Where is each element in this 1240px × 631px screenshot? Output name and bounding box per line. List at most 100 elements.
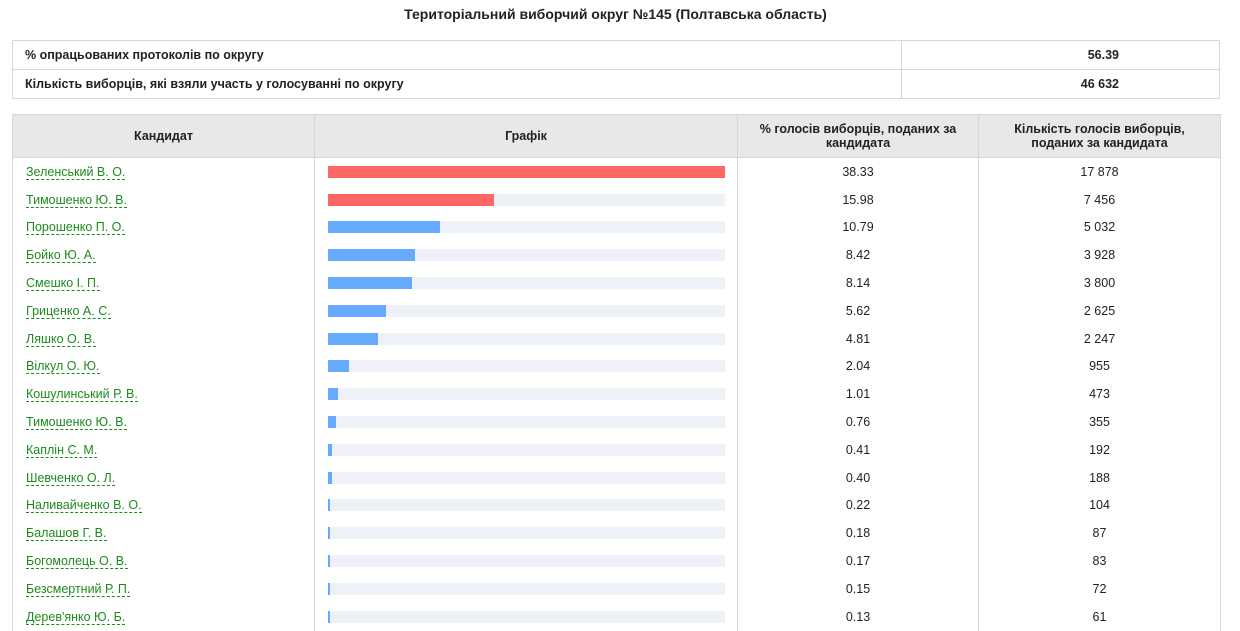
chart-cell	[314, 408, 738, 436]
bar-track	[328, 249, 725, 262]
vote-bar	[328, 471, 333, 484]
table-row: Шевченко О. Л. 0.40 188	[12, 463, 1221, 492]
bar-track	[328, 388, 725, 401]
candidate-link[interactable]: Шевченко О. Л.	[26, 470, 116, 486]
table-row: Балашов Г. В. 0.18 87	[12, 519, 1221, 548]
percent-cell: 10.79	[737, 213, 979, 242]
candidate-link[interactable]: Тимошенко Ю. В.	[26, 192, 127, 208]
bar-track	[328, 443, 725, 456]
votes-cell: 955	[978, 352, 1221, 381]
results-table: Кандидат Графік % голосів виборців, пода…	[12, 114, 1221, 631]
votes-cell: 87	[978, 519, 1221, 548]
bar-track	[328, 527, 725, 540]
percent-cell: 0.13	[737, 602, 979, 631]
votes-cell: 3 800	[978, 269, 1221, 297]
percent-cell: 0.17	[737, 547, 979, 575]
candidate-cell: Зеленський В. О.	[12, 157, 315, 186]
chart-cell	[314, 213, 738, 242]
table-row: Ляшко О. В. 4.81 2 247	[12, 324, 1221, 353]
votes-cell: 192	[978, 435, 1221, 464]
vote-bar	[328, 221, 440, 234]
votes-cell: 188	[978, 463, 1221, 492]
candidate-link[interactable]: Богомолець О. В.	[26, 554, 128, 570]
vote-bar	[328, 555, 330, 568]
candidate-cell: Гриценко А. С.	[12, 296, 315, 325]
candidate-link[interactable]: Безсмертний Р. П.	[26, 581, 131, 597]
table-row: Бойко Ю. А. 8.42 3 928	[12, 241, 1221, 270]
percent-cell: 0.41	[737, 435, 979, 464]
bar-track	[328, 499, 725, 512]
candidate-cell: Вілкул О. Ю.	[12, 352, 315, 381]
votes-cell: 2 625	[978, 296, 1221, 325]
chart-cell	[314, 185, 738, 214]
candidate-cell: Тимошенко Ю. В.	[12, 408, 315, 436]
candidate-link[interactable]: Бойко Ю. А.	[26, 248, 96, 264]
header-chart: Графік	[314, 114, 738, 158]
candidate-link[interactable]: Каплін С. М.	[26, 442, 98, 458]
candidate-link[interactable]: Наливайченко В. О.	[26, 498, 142, 514]
vote-bar	[328, 388, 339, 401]
percent-cell: 2.04	[737, 352, 979, 381]
chart-cell	[314, 352, 738, 381]
chart-cell	[314, 241, 738, 270]
percent-cell: 0.76	[737, 408, 979, 436]
summary-label: % опрацьованих протоколів по округу	[12, 40, 902, 70]
summary-table: % опрацьованих протоколів по округу 56.3…	[12, 40, 1220, 99]
votes-cell: 104	[978, 491, 1221, 520]
chart-cell	[314, 324, 738, 353]
vote-bar	[328, 249, 416, 262]
chart-cell	[314, 491, 738, 520]
candidate-link[interactable]: Вілкул О. Ю.	[26, 359, 100, 375]
vote-bar	[328, 193, 494, 206]
candidate-link[interactable]: Гриценко А. С.	[26, 303, 111, 319]
bar-track	[328, 416, 725, 429]
candidate-cell: Шевченко О. Л.	[12, 463, 315, 492]
chart-cell	[314, 269, 738, 297]
candidate-cell: Бойко Ю. А.	[12, 241, 315, 270]
bar-track	[328, 332, 725, 345]
percent-cell: 0.15	[737, 574, 979, 603]
candidate-cell: Каплін С. М.	[12, 435, 315, 464]
bar-track	[328, 582, 725, 595]
vote-bar	[328, 416, 336, 429]
bar-track	[328, 610, 725, 623]
chart-cell	[314, 435, 738, 464]
candidate-link[interactable]: Зеленський В. О.	[26, 164, 126, 180]
candidate-link[interactable]: Порошенко П. О.	[26, 220, 125, 236]
table-row: Кошулинський Р. В. 1.01 473	[12, 380, 1221, 409]
results-body: Зеленський В. О. 38.33 17 878 Тимошенко Ю. …	[12, 157, 1221, 631]
candidate-link[interactable]: Смешко І. П.	[26, 276, 100, 292]
votes-cell: 473	[978, 380, 1221, 409]
bar-track	[328, 221, 725, 234]
candidate-link[interactable]: Тимошенко Ю. В.	[26, 415, 127, 431]
results-header-row: Кандидат Графік % голосів виборців, пода…	[12, 114, 1221, 158]
table-row: Зеленський В. О. 38.33 17 878	[12, 157, 1221, 186]
candidate-link[interactable]: Дерев'янко Ю. Б.	[26, 609, 126, 625]
chart-cell	[314, 380, 738, 409]
table-row: Богомолець О. В. 0.17 83	[12, 547, 1221, 575]
vote-bar	[328, 332, 378, 345]
page-title: Територіальний виборчий округ №145 (Полт…	[404, 6, 827, 22]
vote-bar	[328, 443, 333, 456]
candidate-link[interactable]: Балашов Г. В.	[26, 526, 107, 542]
summary-row: % опрацьованих протоколів по округу 56.3…	[12, 40, 1220, 70]
table-row: Наливайченко В. О. 0.22 104	[12, 491, 1221, 520]
candidate-cell: Кошулинський Р. В.	[12, 380, 315, 409]
vote-bar	[328, 499, 331, 512]
percent-cell: 5.62	[737, 296, 979, 325]
table-row: Каплін С. М. 0.41 192	[12, 435, 1221, 464]
header-votes: Кількість голосів виборців, поданих за к…	[978, 114, 1221, 158]
candidate-cell: Смешко І. П.	[12, 269, 315, 297]
candidate-link[interactable]: Кошулинський Р. В.	[26, 387, 138, 403]
votes-cell: 61	[978, 602, 1221, 631]
bar-track	[328, 471, 725, 484]
votes-cell: 72	[978, 574, 1221, 603]
bar-track	[328, 277, 725, 290]
bar-track	[328, 193, 725, 206]
table-row: Тимошенко Ю. В. 0.76 355	[12, 408, 1221, 436]
vote-bar	[328, 165, 725, 178]
percent-cell: 0.40	[737, 463, 979, 492]
candidate-link[interactable]: Ляшко О. В.	[26, 331, 96, 347]
vote-bar	[328, 360, 350, 373]
percent-cell: 1.01	[737, 380, 979, 409]
